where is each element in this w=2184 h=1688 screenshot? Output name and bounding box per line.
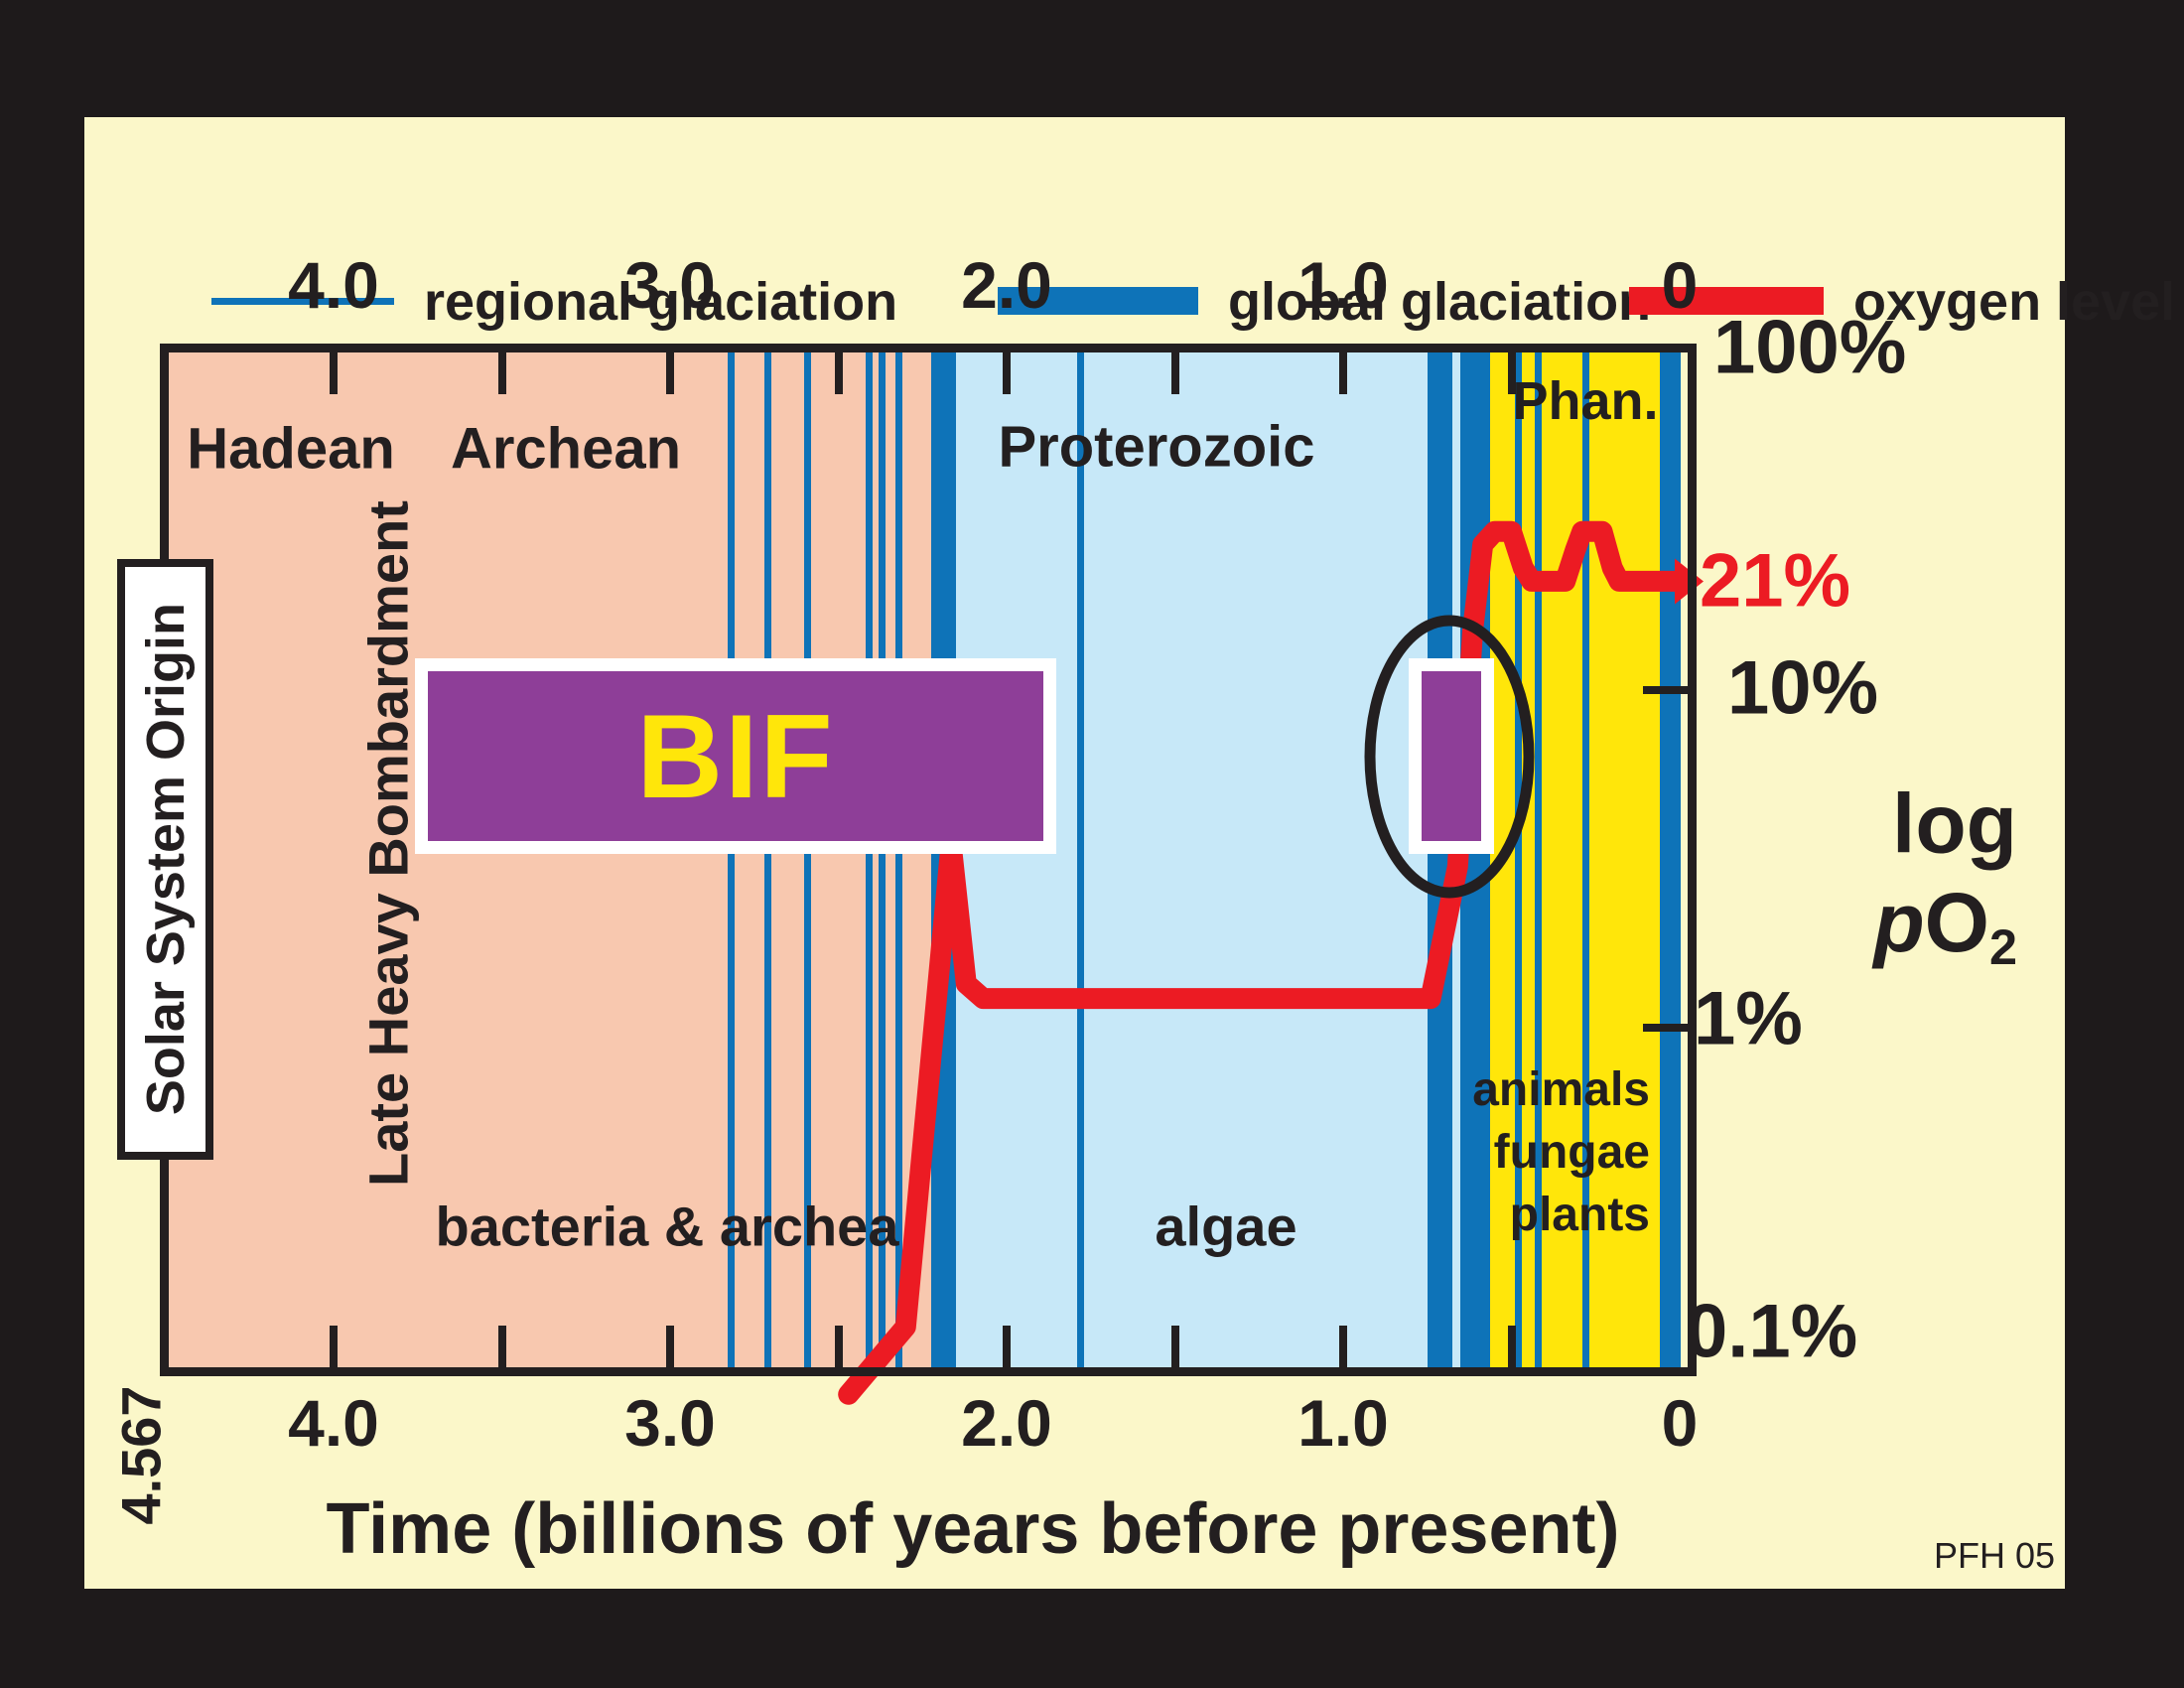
x-tick-label-bottom: 1.0 [1297, 1386, 1389, 1460]
y-axis-title-log: log [1892, 776, 2017, 871]
era-label-hadean: Hadean [187, 416, 395, 482]
regional-glaciation-swatch [211, 298, 394, 305]
x-axis-origin-label: 4.567 [109, 1385, 173, 1525]
annotation-fungae: fungae [1493, 1126, 1650, 1179]
x-axis-tick-top [1170, 352, 1179, 394]
solar-system-origin-label: Solar System Origin [135, 603, 196, 1116]
x-axis-tick-bottom [666, 1326, 674, 1367]
credit-signature: PFH 05 [1934, 1535, 2056, 1576]
legend-label-regional-glaciation: regional glaciation [424, 272, 898, 332]
annotation-late-heavy-bombardment: Late Heavy Bombardment [356, 500, 420, 1187]
annotation-algae: algae [1155, 1195, 1297, 1258]
x-axis-tick-bottom [497, 1326, 506, 1367]
legend-label-global-glaciation: global glaciation [1228, 272, 1652, 332]
solar-system-origin-box: Solar System Origin [117, 559, 213, 1160]
y-label-21pct-current: 21% [1700, 538, 1851, 624]
x-tick-label-bottom: 2.0 [961, 1386, 1052, 1460]
x-tick-label-top: 3.0 [624, 248, 716, 322]
x-tick-label-top: 1.0 [1297, 248, 1389, 322]
y-label-10pct: 10% [1727, 645, 1879, 731]
annotation-bacteria-archea: bacteria & archea [435, 1195, 899, 1258]
legend-label-oxygen-level: oxygen level [1853, 272, 2176, 332]
x-axis-tick-top [666, 352, 674, 394]
regional-glaciation-line [727, 352, 735, 1367]
annotation-animals-fungae-plants: animals fungae plants [1472, 1058, 1650, 1246]
y-label-0.1pct: 0.1% [1686, 1289, 1858, 1374]
x-tick-label-top: 0 [1661, 248, 1699, 322]
regional-glaciation-line [763, 352, 771, 1367]
x-axis-title: Time (billions of years before present) [326, 1489, 1620, 1569]
x-tick-label-top: 2.0 [961, 248, 1052, 322]
x-axis-tick-top [1003, 352, 1011, 394]
regional-glaciation-line [804, 352, 812, 1367]
y-label-1pct: 1% [1694, 976, 1803, 1061]
x-tick-label-bottom: 3.0 [624, 1386, 716, 1460]
x-axis-tick-top [1507, 352, 1516, 394]
x-axis-tick-top [834, 352, 843, 394]
oxygen-level-swatch [1629, 287, 1824, 315]
bif-label: BIF [636, 689, 835, 823]
global-glaciation-swatch [998, 287, 1198, 315]
x-tick-label-bottom: 0 [1661, 1386, 1699, 1460]
annotation-animals: animals [1472, 1063, 1650, 1116]
y-axis-title-po2: pO2 [1873, 876, 2017, 975]
x-axis-tick-top [1339, 352, 1347, 394]
x-axis-tick-bottom [330, 1326, 338, 1367]
era-label-phanerozoic: Phan. [1512, 371, 1659, 431]
x-axis-tick-top [330, 352, 338, 394]
x-axis-tick-top [497, 352, 506, 394]
y-label-100pct: 100% [1713, 305, 1907, 390]
x-tick-label-top: 4.0 [288, 248, 379, 322]
annotation-plants: plants [1509, 1189, 1650, 1241]
era-band-archean [169, 352, 931, 1367]
x-tick-label-bottom: 4.0 [288, 1386, 379, 1460]
era-label-proterozoic: Proterozoic [998, 414, 1315, 480]
era-label-archean: Archean [450, 416, 682, 482]
